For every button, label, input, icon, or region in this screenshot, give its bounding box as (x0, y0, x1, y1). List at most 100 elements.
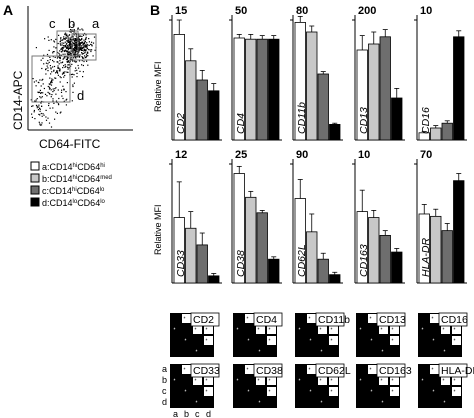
scatter-dot (74, 53, 76, 55)
scatter-dot (72, 85, 74, 88)
scatter-dot (53, 65, 56, 68)
scatter-dot (69, 38, 71, 40)
bar-chart-cd16: 10 CD16 (414, 5, 467, 141)
scatter-dot (59, 76, 61, 78)
scatter-dot (56, 61, 58, 63)
matrix-star: * (247, 368, 249, 374)
scatter-dot (91, 49, 93, 51)
scatter-dot (58, 97, 60, 100)
matrix-cd33: *********CD33 (170, 363, 220, 408)
scatter-dot (54, 88, 56, 90)
scatter-x-label: CD64-FITC (39, 137, 101, 151)
scatter-dot (48, 104, 50, 107)
scatter-dot (59, 60, 61, 62)
scatter-dot (61, 47, 63, 49)
scatter-dot (78, 48, 80, 50)
scatter-dot (34, 100, 36, 102)
matrix-title: CD163 (379, 365, 412, 377)
scatter-dot (67, 37, 69, 39)
matrix-star: * (206, 328, 208, 334)
bar-d (453, 36, 465, 141)
scatter-dot (65, 36, 67, 38)
matrix-star: * (174, 328, 176, 334)
matrix-cell (182, 365, 191, 374)
scatter-dot (60, 111, 62, 113)
scatter-dot (38, 82, 40, 84)
scatter-dot (80, 35, 82, 37)
scatter-dot (79, 29, 81, 31)
scatter-dot (70, 48, 72, 50)
scatter-dot (67, 71, 69, 73)
scatter-dot (52, 88, 54, 90)
scatter-dot (73, 31, 75, 33)
scatter-dot (61, 51, 63, 53)
matrix-star: * (196, 350, 198, 356)
scatter-dot (60, 62, 62, 64)
scatter-dot (52, 100, 54, 102)
scatter-dot (67, 61, 69, 63)
bar-b (185, 227, 197, 284)
scatter-dot (43, 54, 45, 56)
scatter-dot (65, 99, 67, 101)
matrix-title-box (376, 312, 406, 327)
scatter-dot (47, 117, 49, 119)
scatter-dot (73, 53, 75, 55)
scatter-dot (67, 60, 69, 63)
scatter-dot (53, 40, 55, 42)
chart-marker-label: CD33 (175, 250, 187, 277)
scatter-dot (75, 50, 77, 52)
scatter-dot (69, 51, 71, 53)
scatter-dot (78, 54, 80, 56)
scatter-dot (59, 57, 61, 60)
scatter-dot (63, 38, 65, 40)
matrix-star: * (258, 328, 260, 334)
scatter-dot (66, 98, 68, 100)
legend-item-b: b:CD14hiCD64med (30, 173, 112, 184)
scatter-dot (72, 36, 74, 38)
matrix-star: * (381, 328, 383, 334)
scatter-dot (48, 61, 50, 63)
scatter-dot (86, 42, 88, 44)
scatter-dot (86, 46, 88, 48)
scatter-dot (70, 50, 72, 52)
scatter-dot (61, 95, 63, 97)
scatter-dot (67, 64, 69, 66)
scatter-dot (39, 107, 41, 109)
scatter-dot (52, 52, 54, 54)
scatter-dot (53, 51, 55, 53)
scatter-dot (86, 55, 88, 57)
chart-ymax-label: 80 (296, 5, 308, 17)
scatter-dot (74, 48, 76, 50)
matrix-cell (441, 325, 450, 334)
scatter-dot (79, 47, 81, 49)
scatter-dot (79, 54, 81, 56)
scatter-dot (57, 51, 59, 54)
scatter-dot (48, 39, 50, 41)
scatter-dot (38, 121, 40, 123)
scatter-dot (43, 63, 45, 65)
scatter-dot (74, 42, 76, 44)
chart-ymax-label: 50 (235, 5, 247, 17)
scatter-dot (75, 38, 77, 40)
scatter-dot (60, 44, 62, 46)
scatter-dot (39, 108, 41, 110)
scatter-dot (79, 42, 81, 44)
scatter-dot (53, 61, 55, 63)
scatter-dot (82, 29, 84, 31)
bar-chart-hla-dr: 70 HLA-DR (414, 149, 467, 284)
matrix-star: * (444, 401, 446, 407)
scatter-dot (87, 51, 89, 53)
scatter-dot (62, 97, 64, 100)
scatter-dot (49, 77, 51, 79)
bar-d (329, 274, 341, 284)
scatter-dot (66, 60, 68, 63)
scatter-dot (49, 65, 51, 67)
scatter-dot (46, 95, 48, 97)
scatter-dot (77, 28, 79, 30)
matrix-cd2: *********CD2 (170, 312, 220, 357)
scatter-dot (83, 50, 85, 52)
scatter-dot (74, 45, 76, 47)
matrix-star: * (331, 390, 333, 396)
scatter-dot (88, 41, 90, 43)
scatter-dot (44, 38, 46, 40)
